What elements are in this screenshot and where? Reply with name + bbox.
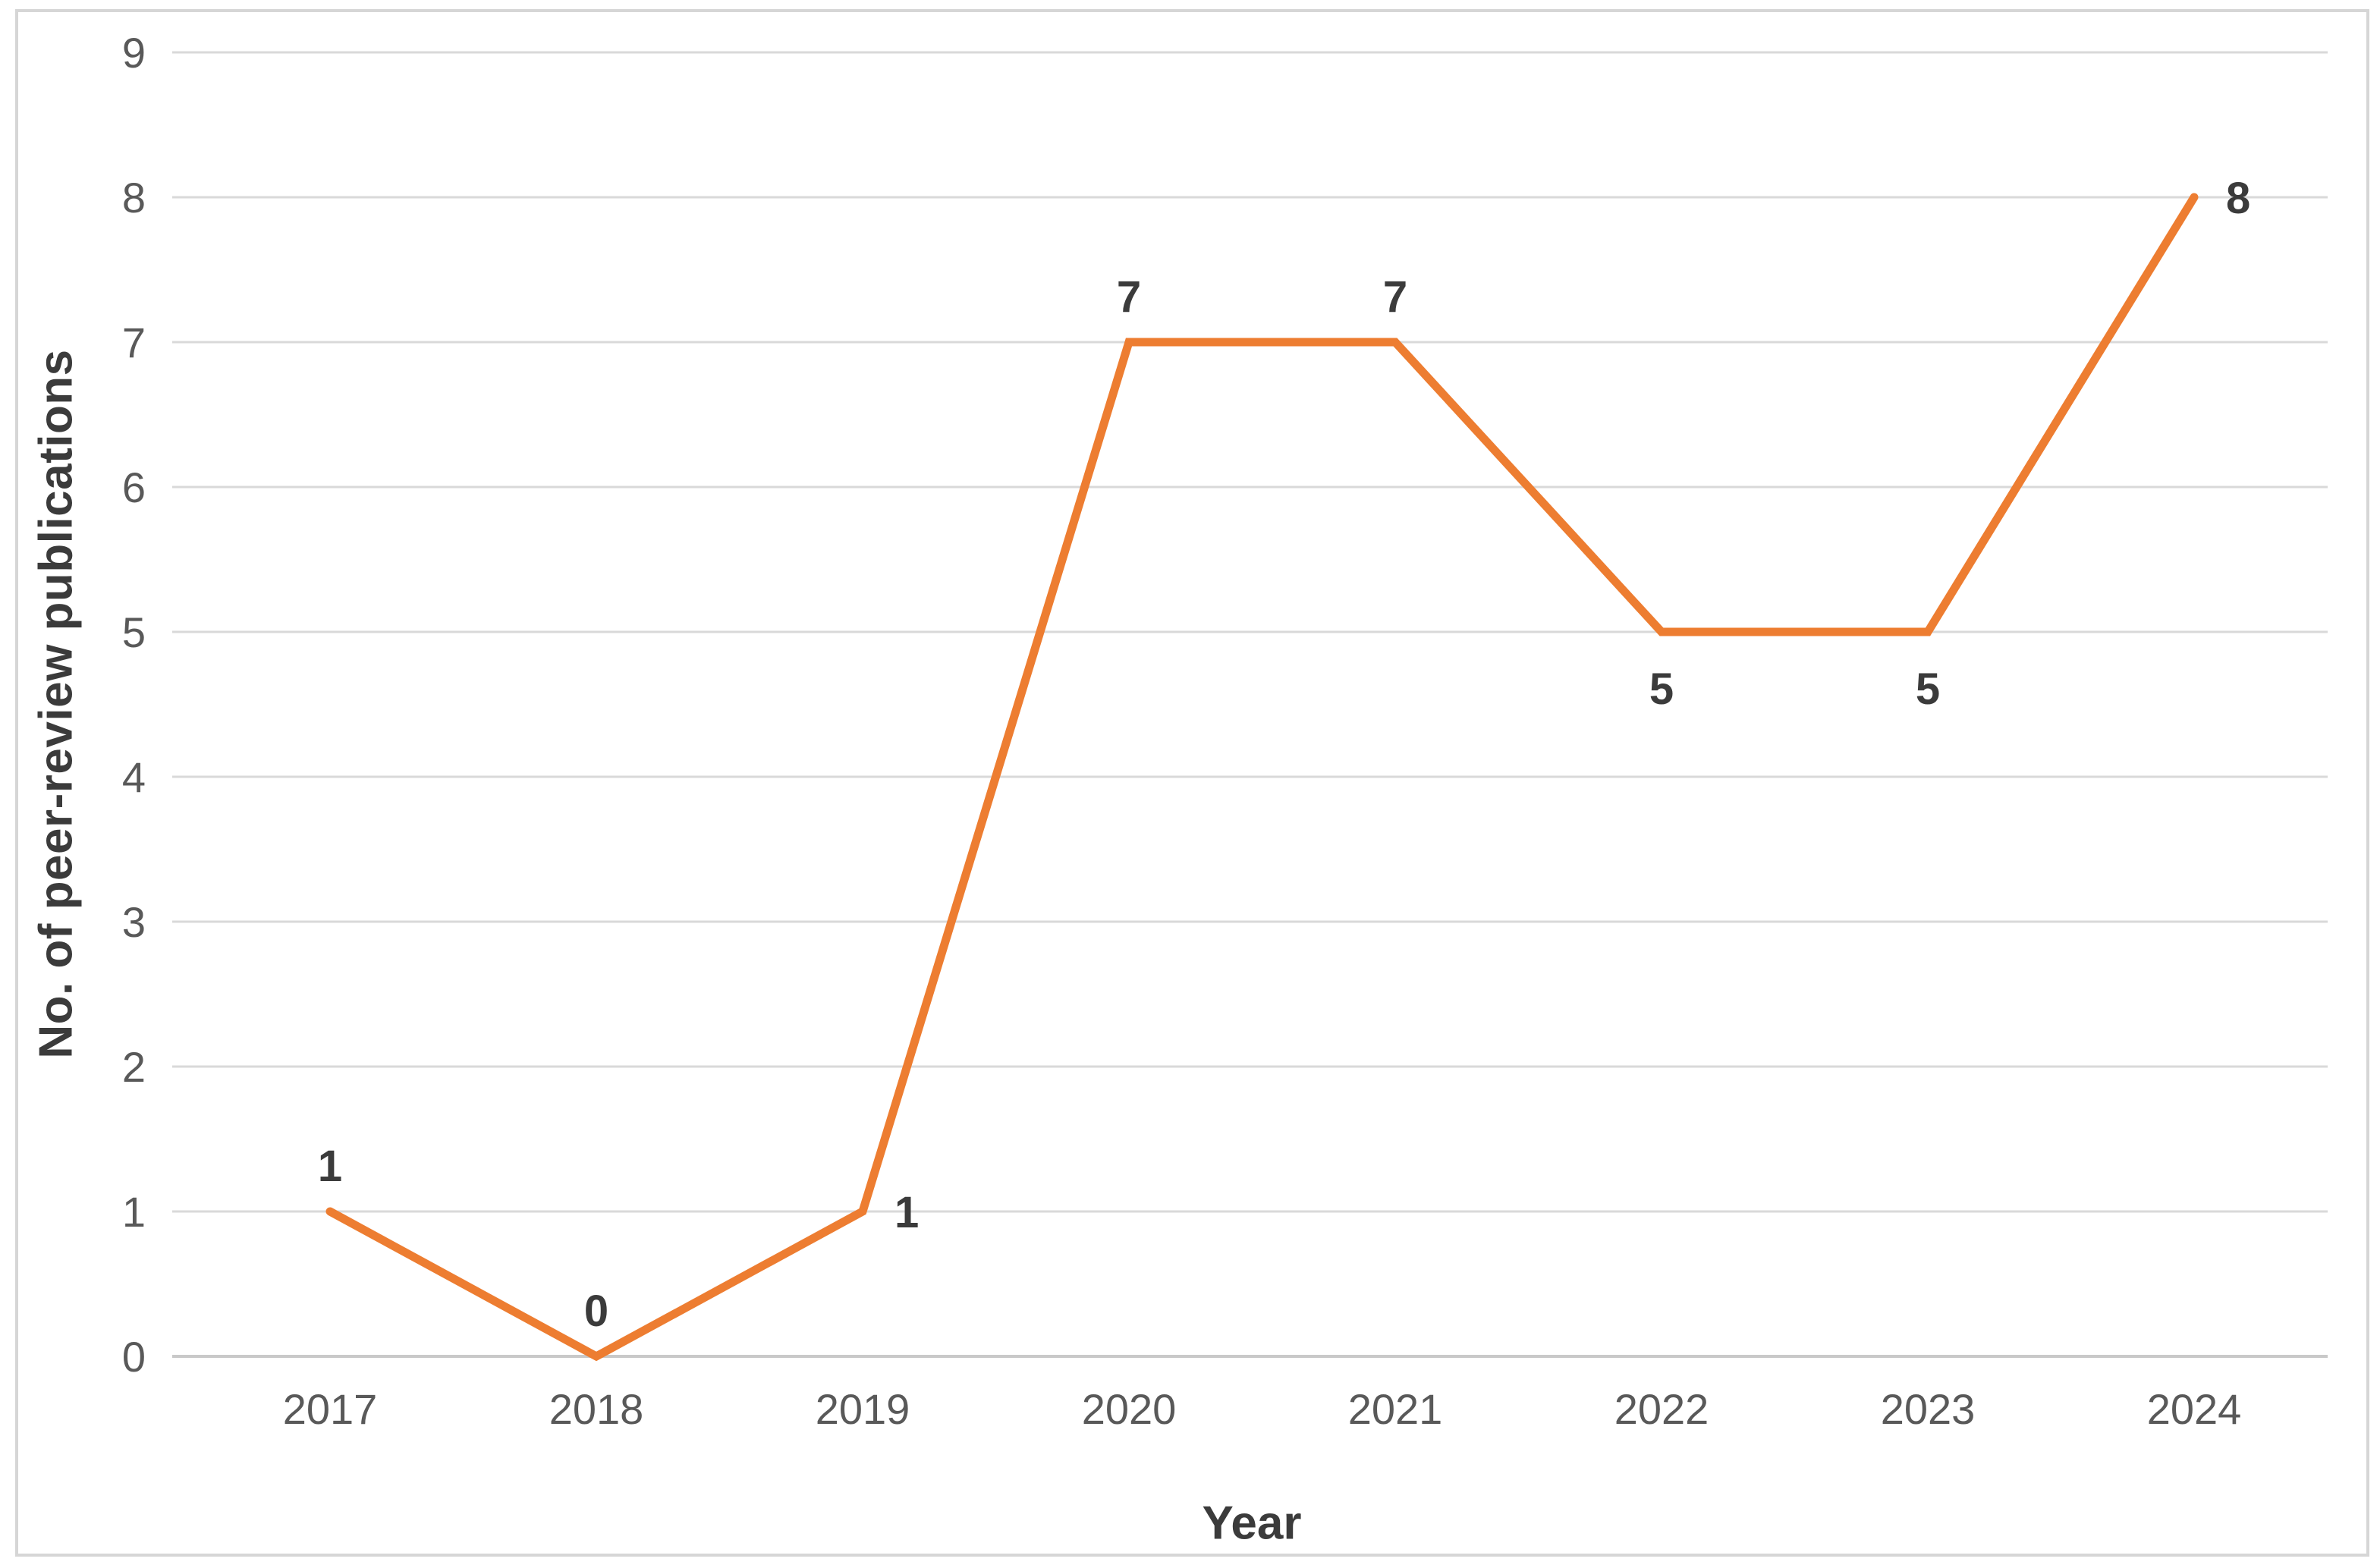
x-tick-label: 2021 xyxy=(1348,1385,1443,1433)
data-point-label: 5 xyxy=(1649,665,1674,714)
x-axis-title: Year xyxy=(1202,1497,1302,1550)
x-tick-label: 2020 xyxy=(1082,1385,1177,1433)
data-point-label: 1 xyxy=(318,1142,342,1191)
y-tick-label: 4 xyxy=(122,753,146,801)
data-point-label: 7 xyxy=(1383,272,1407,322)
data-series-line xyxy=(325,193,2199,1362)
chart-border xyxy=(15,9,2369,1557)
x-tick-label: 2022 xyxy=(1614,1385,1709,1433)
data-point-label: 5 xyxy=(1916,665,1940,714)
data-point-label: 8 xyxy=(2226,174,2250,223)
data-point-label: 7 xyxy=(1117,272,1141,322)
y-tick-label: 9 xyxy=(122,29,146,77)
x-tick-label: 2023 xyxy=(1881,1385,1976,1433)
y-tick-label: 0 xyxy=(122,1333,146,1381)
y-tick-label: 7 xyxy=(122,319,146,366)
x-tick-label: 2017 xyxy=(283,1385,378,1433)
x-tick-label: 2018 xyxy=(549,1385,644,1433)
x-tick-label: 2019 xyxy=(816,1385,910,1433)
data-point-label: 0 xyxy=(584,1287,608,1336)
y-tick-label: 8 xyxy=(122,174,146,222)
x-tick-label: 2024 xyxy=(2147,1385,2242,1433)
y-tick-label: 5 xyxy=(122,608,146,656)
data-point-label: 1 xyxy=(894,1188,919,1237)
y-tick-label: 2 xyxy=(122,1043,146,1091)
y-tick-label: 1 xyxy=(122,1188,146,1236)
y-tick-label: 6 xyxy=(122,463,146,511)
y-axis-title: No. of peer-review publications xyxy=(30,349,83,1059)
y-tick-label: 3 xyxy=(122,898,146,946)
